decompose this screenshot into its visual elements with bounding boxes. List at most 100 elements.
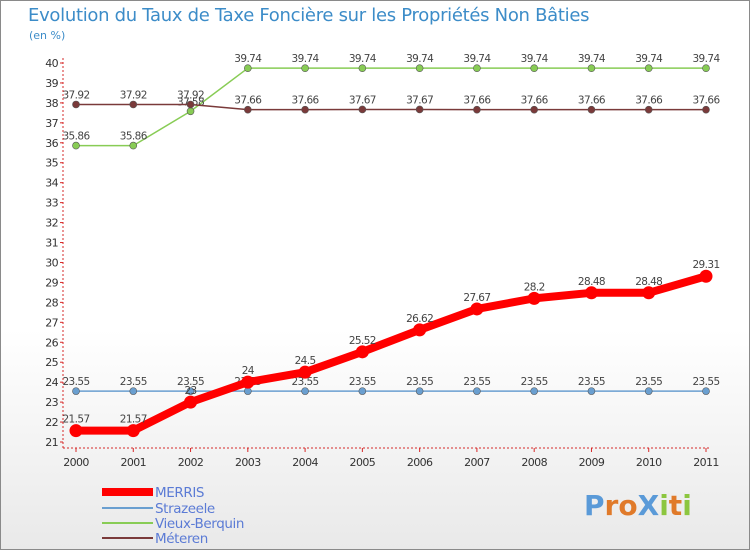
x-tick-label: 2009	[579, 456, 605, 469]
data-label: 23.55	[292, 376, 319, 388]
legend-label: Strazeele	[155, 501, 215, 517]
data-label: 37.92	[177, 89, 204, 101]
data-label: 23.55	[406, 376, 433, 388]
data-point	[72, 141, 80, 150]
data-point	[244, 387, 252, 395]
y-tick-label: 37	[45, 117, 58, 130]
x-tick-label: 2002	[178, 456, 204, 469]
data-label: 28.48	[578, 276, 605, 288]
logo-letter: t	[668, 489, 683, 522]
y-tick-label: 25	[45, 356, 58, 369]
data-point	[702, 105, 710, 114]
series-merris: 21.57 21.57 23 24 24.5 25.52 26.62 27.67 28.2 28.…	[62, 259, 720, 438]
data-point	[527, 291, 541, 305]
data-label: 35.86	[62, 131, 90, 143]
data-point	[530, 105, 538, 114]
data-label: 28.48	[635, 276, 662, 288]
data-point	[644, 64, 653, 72]
y-tick-label: 38	[45, 97, 58, 110]
data-label: 23.55	[521, 376, 548, 388]
y-tick-label: 36	[45, 137, 58, 150]
logo-letter: i	[682, 489, 692, 522]
data-point	[702, 64, 710, 72]
series-m-teren: 37.92 37.92 37.92 37.66 37.66 37.67 37.67 37.66…	[62, 89, 721, 114]
data-point	[587, 64, 596, 72]
logo-letter: i	[659, 489, 669, 522]
data-label: 39.74	[406, 53, 434, 65]
data-point	[244, 105, 252, 114]
data-point	[584, 286, 598, 300]
series-layer: 35.8635.8637.5839.7439.7439.7439.7439.74…	[62, 53, 721, 438]
data-point	[470, 302, 484, 316]
y-tick-label: 31	[45, 237, 58, 250]
x-tick-label: 2004	[292, 456, 318, 469]
data-point	[530, 387, 538, 395]
data-point	[473, 105, 481, 114]
series-strazeele: 23.55 23.55 23.55 23.55 23.55 23.55 23.55 23.55…	[62, 376, 720, 395]
proxiti-logo: ProXiti	[584, 489, 692, 522]
data-point	[355, 345, 369, 359]
data-point	[129, 141, 138, 150]
data-point	[415, 105, 424, 114]
y-tick-label: 40	[45, 57, 58, 70]
data-label: 39.74	[463, 53, 491, 65]
data-label: 29.31	[692, 259, 719, 271]
data-label: 27.67	[463, 292, 490, 304]
chart-axes: 21 22 23 24 25 26 27 28 29 30 31 32 33 34 35 36 37 38 39 40…	[45, 57, 719, 469]
data-point	[473, 64, 481, 72]
data-point	[358, 387, 367, 395]
y-tick-label: 24	[45, 376, 58, 389]
data-label: 24	[242, 365, 255, 377]
data-point	[241, 375, 255, 389]
data-label: 39.74	[692, 53, 720, 65]
data-label: 23.55	[120, 376, 147, 388]
data-point	[699, 269, 713, 283]
data-label: 39.74	[578, 53, 606, 65]
data-label: 37.67	[349, 94, 376, 106]
data-label: 23.55	[635, 376, 662, 388]
data-label: 23.55	[578, 376, 605, 388]
data-point	[642, 286, 656, 300]
data-label: 23.55	[177, 376, 204, 388]
y-tick-label: 34	[45, 177, 58, 190]
data-point	[358, 64, 367, 72]
data-point	[69, 424, 83, 438]
y-tick-label: 29	[45, 276, 58, 289]
data-label: 39.74	[521, 53, 549, 65]
series-line	[72, 272, 710, 435]
data-point	[702, 387, 710, 395]
data-label: 23.55	[349, 376, 376, 388]
y-tick-label: 26	[45, 336, 58, 349]
data-label: 37.67	[406, 94, 433, 106]
data-label: 23.55	[463, 376, 490, 388]
y-tick-label: 23	[45, 396, 58, 409]
data-point	[415, 64, 424, 72]
data-label: 39.74	[234, 53, 262, 65]
y-tick-label: 30	[45, 256, 58, 269]
data-point	[530, 64, 538, 72]
y-tick-label: 35	[45, 157, 58, 170]
data-point	[473, 387, 481, 395]
y-tick-label: 27	[45, 316, 58, 329]
data-point	[186, 107, 195, 116]
data-label: 37.66	[292, 95, 320, 107]
data-point	[72, 387, 80, 395]
legend-label: MERRIS	[155, 485, 204, 501]
data-label: 39.74	[292, 53, 320, 65]
data-point	[301, 105, 309, 114]
data-label: 37.66	[463, 95, 491, 107]
data-point	[301, 64, 309, 72]
data-point	[184, 395, 198, 409]
logo-letter: o	[618, 489, 638, 522]
legend-label: Vieux-Berquin	[155, 516, 244, 532]
data-point	[644, 387, 653, 395]
x-tick-label: 2011	[693, 456, 719, 469]
x-tick-label: 2000	[63, 456, 89, 469]
series-line	[75, 67, 707, 147]
data-label: 24.5	[295, 355, 316, 367]
data-label: 28.2	[524, 281, 545, 293]
data-label: 37.92	[62, 89, 89, 101]
data-point	[72, 100, 80, 109]
